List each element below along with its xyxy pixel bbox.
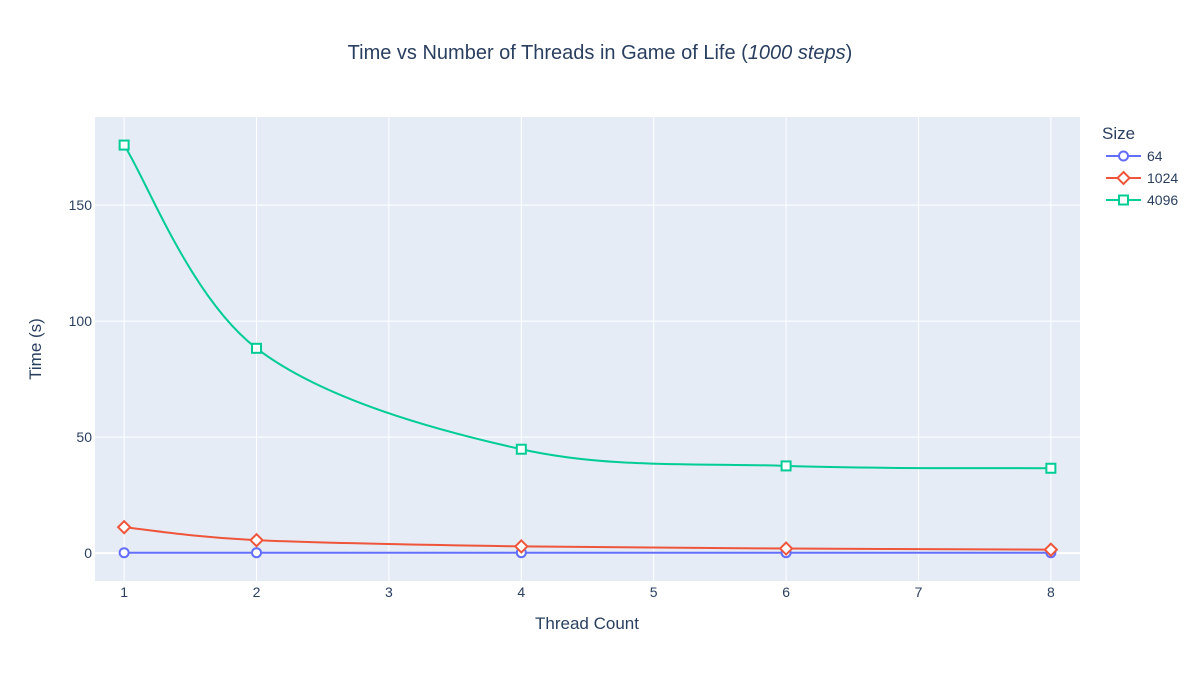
data-point-4096[interactable]	[515, 443, 527, 455]
legend-marker-square[interactable]	[1118, 194, 1129, 206]
data-point-1024[interactable]	[116, 519, 132, 535]
x-axis-title: Thread Count	[535, 614, 639, 633]
legend-label: 4096	[1147, 192, 1178, 208]
chart-title-italic: 1000 steps	[748, 42, 846, 64]
data-point-4096[interactable]	[780, 460, 792, 472]
y-tick-label: 0	[84, 545, 92, 561]
x-tick-label: 5	[650, 584, 658, 600]
series-line-1024[interactable]	[124, 526, 1051, 551]
series-4096	[118, 139, 1057, 474]
legend-label: 64	[1147, 148, 1163, 164]
data-point-1024[interactable]	[249, 532, 264, 548]
y-axis-title: Time (s)	[26, 318, 45, 380]
series-1024	[116, 519, 1059, 558]
legend-item-64[interactable]: 64	[1106, 148, 1163, 164]
y-tick-label: 100	[69, 313, 93, 329]
x-tick-label: 4	[517, 584, 525, 600]
legend-item-1024[interactable]: 1024	[1106, 170, 1178, 186]
legend-marker-diamond[interactable]	[1116, 170, 1131, 186]
y-tick-label: 150	[69, 197, 93, 213]
series-layer	[116, 139, 1059, 559]
x-tick-label: 2	[253, 584, 261, 600]
data-point-1024[interactable]	[778, 541, 794, 556]
data-point-4096[interactable]	[118, 139, 130, 151]
x-tick-label: 6	[782, 584, 790, 600]
plot-area	[95, 117, 1080, 581]
data-point-1024[interactable]	[1043, 542, 1059, 558]
legend-item-4096[interactable]: 4096	[1106, 192, 1178, 208]
chart-title: Time vs Number of Threads in Game of Lif…	[348, 42, 853, 64]
data-point-1024[interactable]	[513, 539, 529, 554]
legend[interactable]: Size 64 1024 4096	[1102, 124, 1178, 208]
legend-label: 1024	[1147, 170, 1178, 186]
data-point-64[interactable]	[118, 547, 130, 559]
x-tick-label: 8	[1047, 584, 1055, 600]
data-point-4096[interactable]	[251, 342, 263, 354]
tick-labels: 1 2 3 4 5 6 7 8 0 50 100 150	[69, 197, 1055, 600]
legend-title: Size	[1102, 124, 1135, 143]
x-tick-label: 1	[120, 584, 128, 600]
data-point-4096[interactable]	[1045, 462, 1057, 474]
data-point-64[interactable]	[251, 547, 263, 559]
legend-marker-circle[interactable]	[1118, 150, 1129, 162]
x-tick-label: 3	[385, 584, 393, 600]
y-tick-label: 50	[76, 429, 92, 445]
x-tick-label: 7	[915, 584, 923, 600]
